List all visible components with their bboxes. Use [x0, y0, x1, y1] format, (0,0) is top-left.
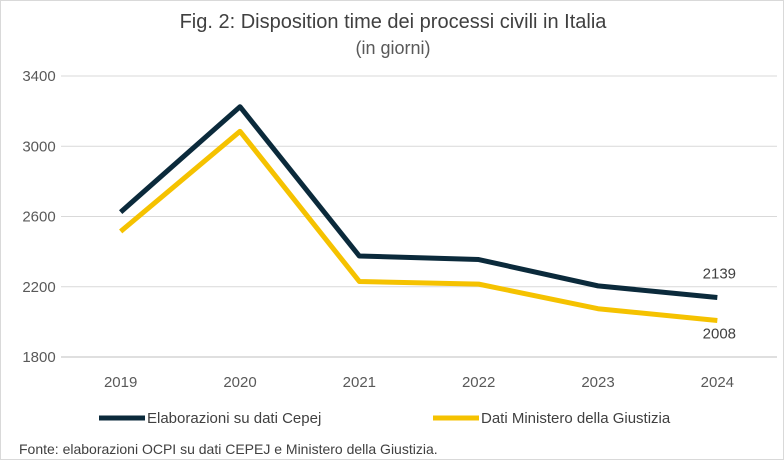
x-tick-label: 2022 [462, 374, 495, 391]
x-tick-label: 2024 [701, 374, 734, 391]
series-line-2 [119, 128, 718, 323]
y-tick-label: 3400 [22, 68, 55, 85]
x-tick-label: 2020 [223, 374, 256, 391]
chart-subtitle: (in giorni) [355, 38, 431, 58]
x-tick-label: 2023 [581, 374, 614, 391]
legend-label: Elaborazioni su dati Cepej [147, 410, 321, 427]
data-labels: 2139 2008 [703, 265, 736, 342]
chart-title: Fig. 2: Disposition time dei processi ci… [179, 11, 607, 33]
y-tick-label: 2200 [22, 279, 55, 296]
data-label: 2008 [703, 325, 736, 342]
gridlines [61, 75, 777, 358]
series-lines [119, 104, 718, 323]
series-line-1 [119, 104, 718, 300]
y-tick-labels: 1800 2200 2600 3000 3400 [22, 68, 55, 366]
x-tick-labels: 2019 2020 2021 2022 2023 2024 [104, 374, 734, 391]
x-tick-label: 2021 [343, 374, 376, 391]
x-tick-label: 2019 [104, 374, 137, 391]
y-tick-label: 3000 [22, 138, 55, 155]
y-tick-label: 2600 [22, 209, 55, 226]
y-tick-label: 1800 [22, 349, 55, 366]
legend-label: Dati Ministero della Giustizia [481, 410, 671, 427]
source-note: Fonte: elaborazioni OCPI su dati CEPEJ e… [19, 441, 438, 457]
data-label: 2139 [703, 265, 736, 282]
legend: Elaborazioni su dati Cepej Dati Ministero… [99, 410, 671, 427]
